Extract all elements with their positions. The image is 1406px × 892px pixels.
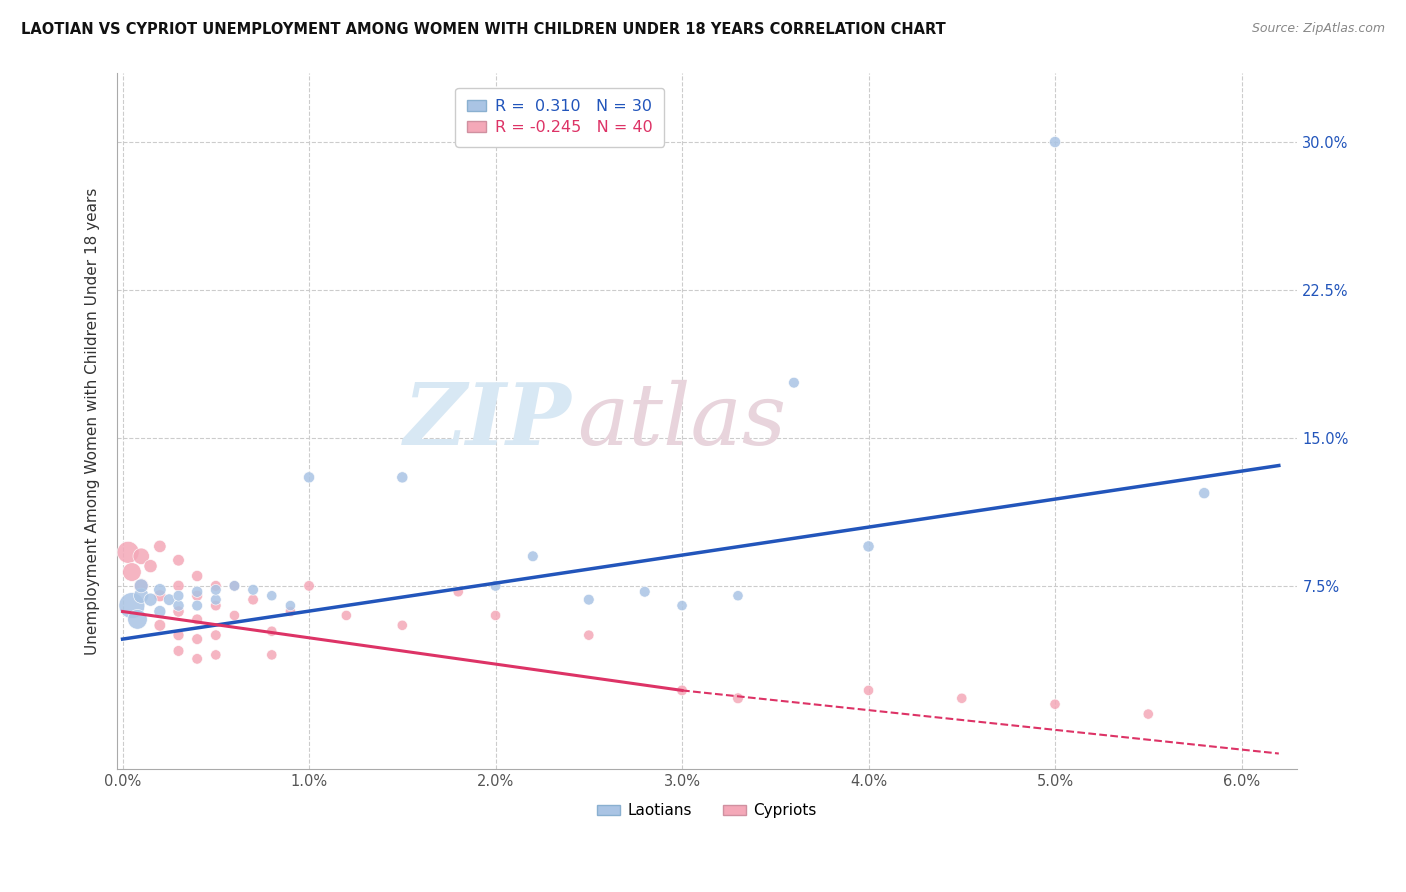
Point xyxy=(391,470,413,484)
Point xyxy=(167,579,190,593)
Point xyxy=(783,376,806,390)
Point xyxy=(260,589,283,603)
Point xyxy=(578,628,600,642)
Point xyxy=(298,470,321,484)
Point xyxy=(121,599,143,613)
Point xyxy=(224,579,246,593)
Point xyxy=(950,691,973,706)
Point xyxy=(204,579,226,593)
Point xyxy=(242,592,264,607)
Point xyxy=(727,589,749,603)
Point xyxy=(149,582,172,597)
Point xyxy=(149,589,172,603)
Point xyxy=(204,582,226,597)
Point xyxy=(167,628,190,642)
Point xyxy=(671,599,693,613)
Point xyxy=(127,612,149,626)
Point xyxy=(447,584,470,599)
Point xyxy=(335,608,357,623)
Point xyxy=(167,605,190,619)
Point xyxy=(167,553,190,567)
Point xyxy=(224,579,246,593)
Point xyxy=(578,592,600,607)
Point xyxy=(186,599,208,613)
Point xyxy=(260,648,283,662)
Point xyxy=(280,599,302,613)
Point xyxy=(149,618,172,632)
Point xyxy=(204,628,226,642)
Point xyxy=(484,579,506,593)
Point xyxy=(1043,697,1066,711)
Point xyxy=(858,683,880,698)
Point xyxy=(149,605,172,619)
Point xyxy=(204,599,226,613)
Point xyxy=(121,565,143,579)
Point xyxy=(280,605,302,619)
Point xyxy=(224,608,246,623)
Point xyxy=(727,691,749,706)
Point xyxy=(157,592,180,607)
Point xyxy=(129,579,152,593)
Point xyxy=(186,569,208,583)
Point xyxy=(204,648,226,662)
Point xyxy=(167,644,190,658)
Point xyxy=(242,582,264,597)
Text: LAOTIAN VS CYPRIOT UNEMPLOYMENT AMONG WOMEN WITH CHILDREN UNDER 18 YEARS CORRELA: LAOTIAN VS CYPRIOT UNEMPLOYMENT AMONG WO… xyxy=(21,22,946,37)
Legend: Laotians, Cypriots: Laotians, Cypriots xyxy=(592,797,823,824)
Point xyxy=(186,589,208,603)
Point xyxy=(186,612,208,626)
Point xyxy=(186,652,208,666)
Point xyxy=(204,592,226,607)
Point xyxy=(1043,135,1066,149)
Point xyxy=(1137,707,1160,722)
Point xyxy=(1192,486,1215,500)
Point xyxy=(634,584,657,599)
Point xyxy=(522,549,544,564)
Point xyxy=(167,589,190,603)
Point xyxy=(260,624,283,639)
Point xyxy=(139,559,162,574)
Point xyxy=(671,683,693,698)
Text: atlas: atlas xyxy=(578,380,786,462)
Text: Source: ZipAtlas.com: Source: ZipAtlas.com xyxy=(1251,22,1385,36)
Point xyxy=(117,545,139,559)
Point xyxy=(149,540,172,554)
Point xyxy=(129,549,152,564)
Point xyxy=(858,540,880,554)
Point xyxy=(484,608,506,623)
Text: ZIP: ZIP xyxy=(404,379,571,463)
Point xyxy=(391,618,413,632)
Point xyxy=(139,592,162,607)
Point xyxy=(129,589,152,603)
Point xyxy=(186,584,208,599)
Point xyxy=(186,632,208,646)
Y-axis label: Unemployment Among Women with Children Under 18 years: Unemployment Among Women with Children U… xyxy=(86,187,100,655)
Point xyxy=(167,599,190,613)
Point xyxy=(298,579,321,593)
Point xyxy=(129,579,152,593)
